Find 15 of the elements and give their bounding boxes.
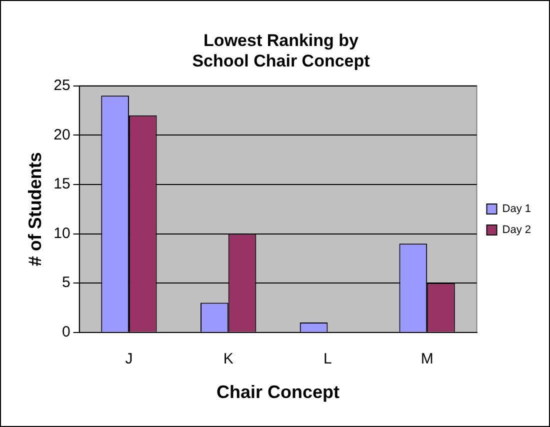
legend-label: Day 1 bbox=[502, 203, 532, 216]
x-axis-title: Chair Concept bbox=[216, 382, 340, 402]
y-tick-label: 20 bbox=[54, 126, 70, 144]
chart-title: Lowest Ranking by School Chair Concept bbox=[192, 30, 370, 70]
y-tick-label: 10 bbox=[54, 224, 70, 242]
x-tick-label: L bbox=[324, 350, 332, 368]
legend-label: Day 2 bbox=[502, 224, 532, 236]
y-tick-label: 25 bbox=[54, 76, 70, 94]
y-axis-title: # of Students bbox=[24, 152, 45, 266]
x-tick-label: J bbox=[125, 350, 133, 368]
y-tick-label: 15 bbox=[54, 176, 70, 193]
y-tick-label: 0 bbox=[62, 324, 70, 341]
y-tick-label: 5 bbox=[62, 274, 70, 292]
x-tick-label: M bbox=[420, 350, 434, 368]
x-tick-label: K bbox=[223, 350, 234, 368]
